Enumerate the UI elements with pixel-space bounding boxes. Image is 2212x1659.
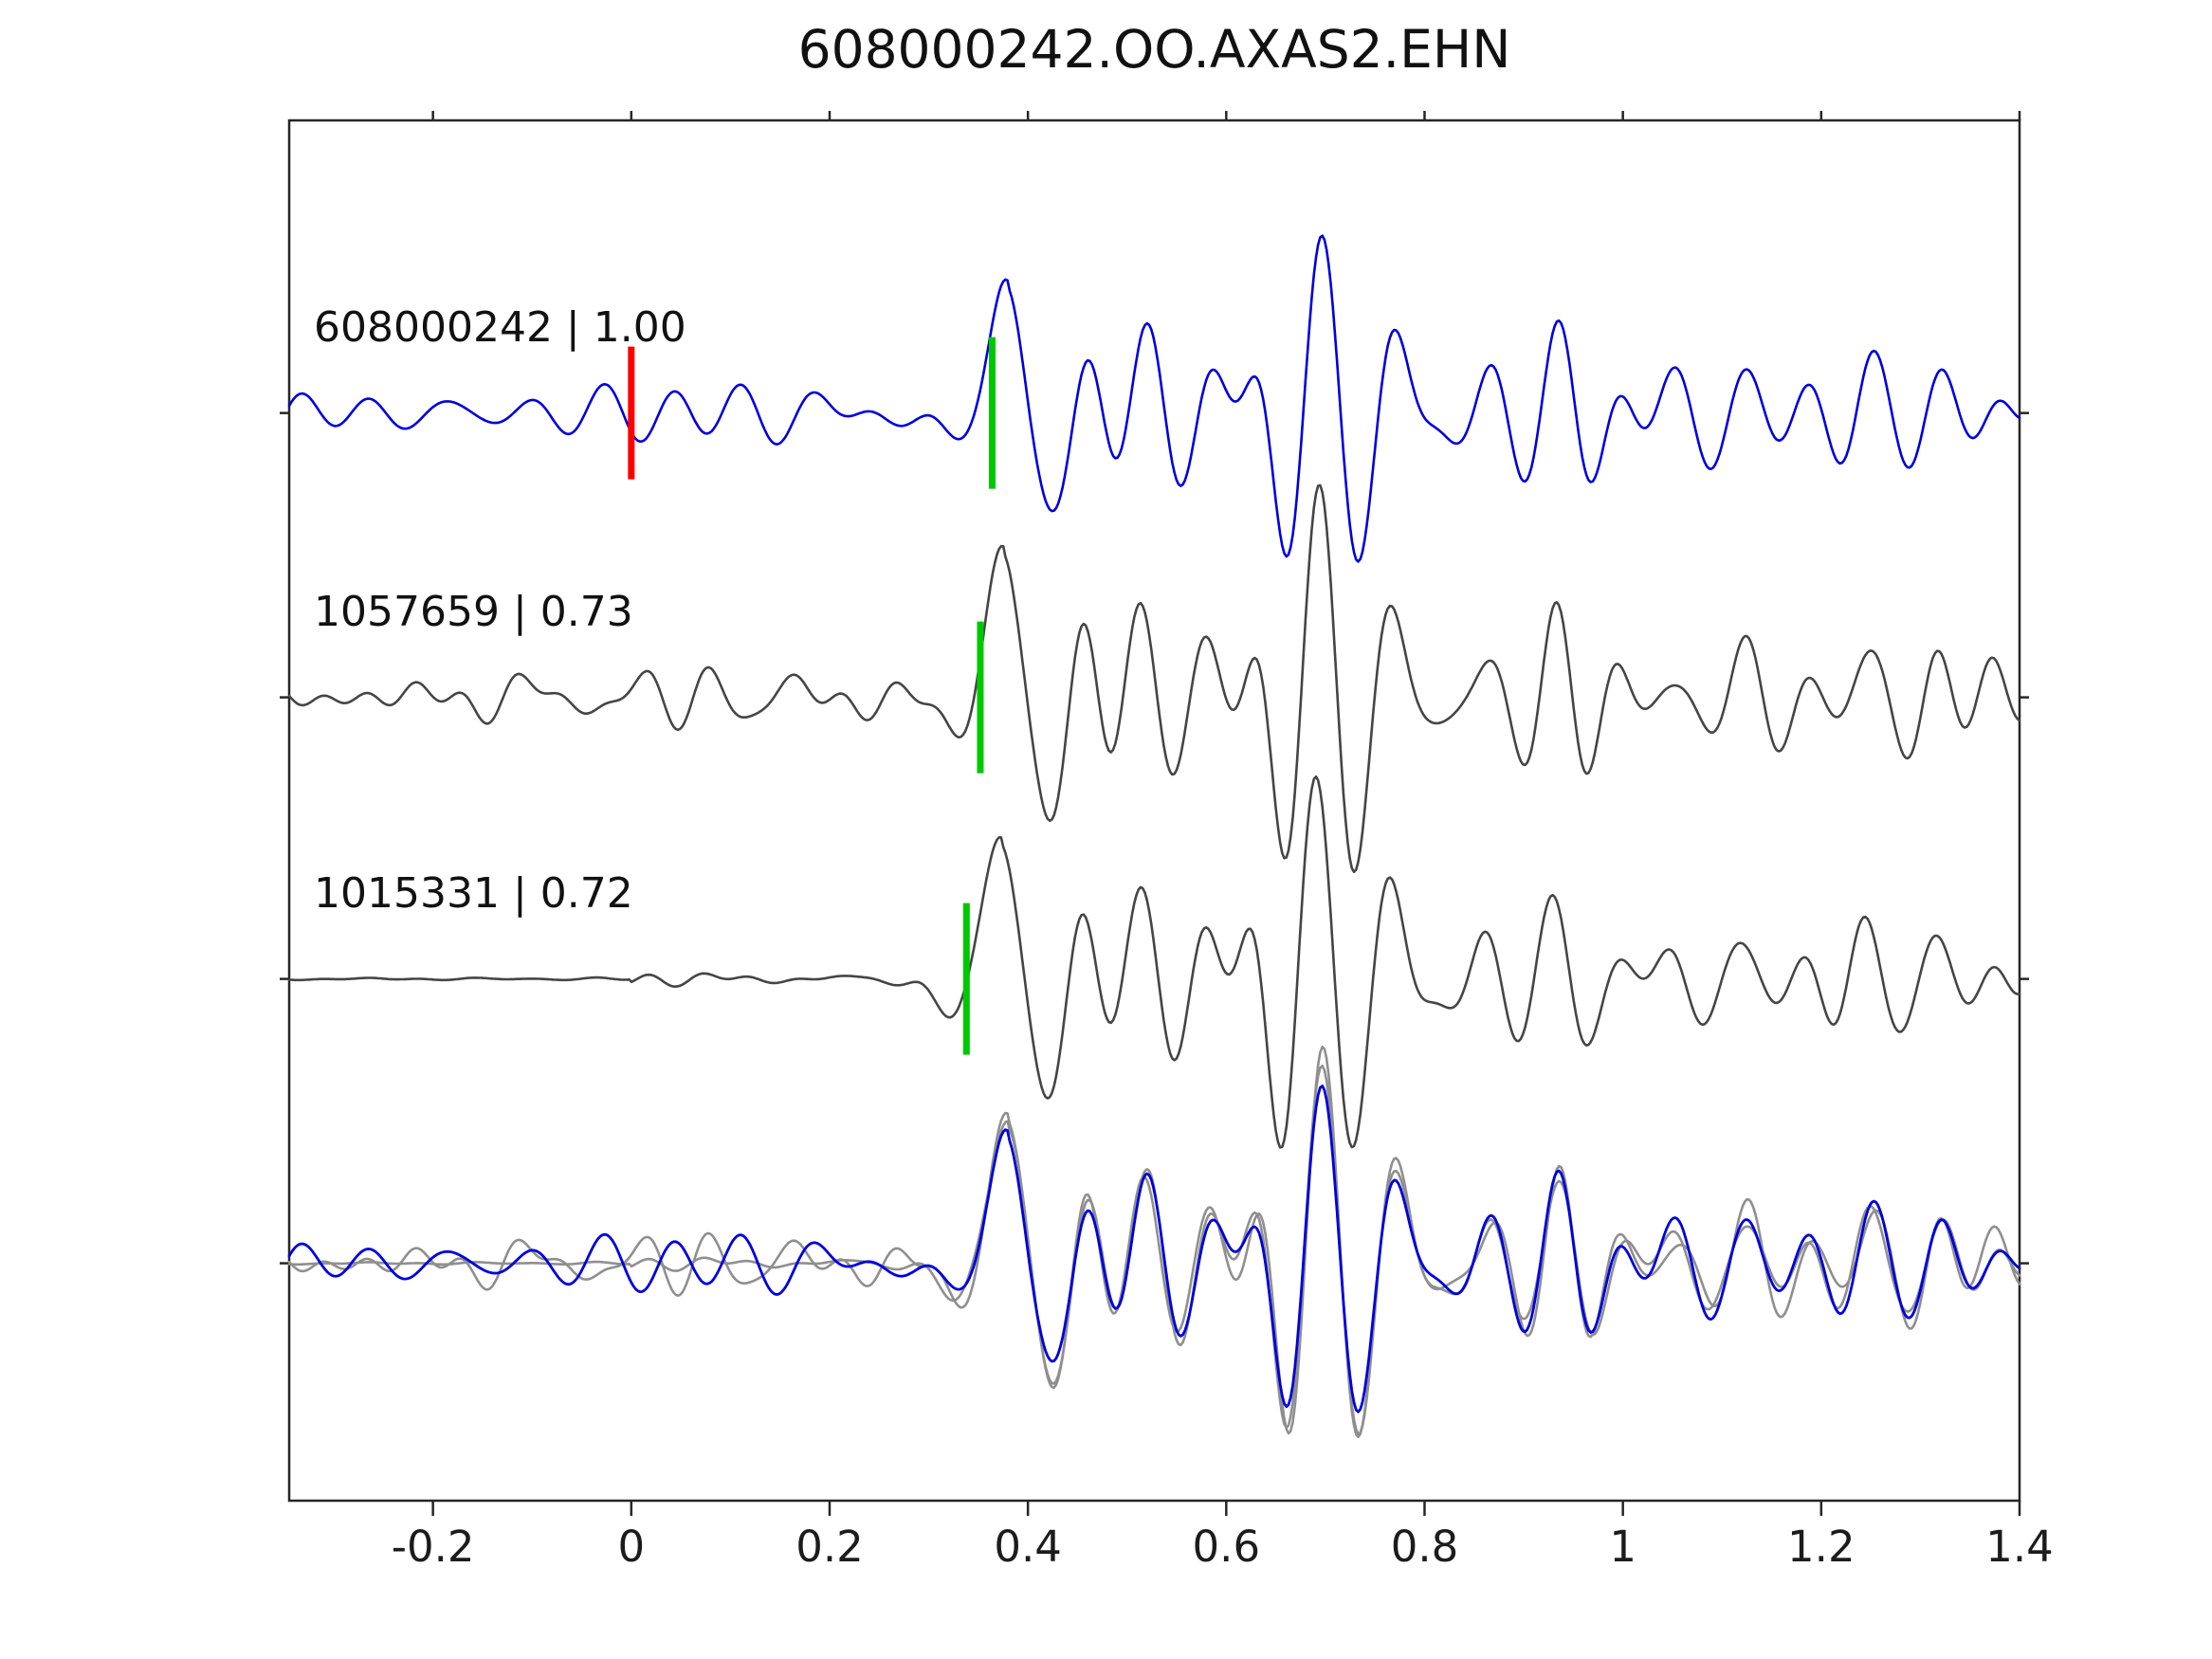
x-tick-label: -0.2: [391, 1522, 475, 1572]
x-tick-label: 0.2: [795, 1522, 864, 1572]
x-tick-label: 1.2: [1787, 1522, 1856, 1572]
x-tick-label: 0.8: [1390, 1522, 1459, 1572]
x-tick-label: 0: [617, 1522, 646, 1572]
x-tick-label: 0.4: [994, 1522, 1062, 1572]
waveform-1057659: [287, 483, 2021, 874]
x-tick-label: 1.4: [1985, 1522, 2054, 1572]
trace-label-608000242: 608000242 | 1.00: [314, 302, 686, 352]
plot-border: [287, 118, 2021, 1503]
waveform-608000242: [287, 234, 2021, 563]
overlay-waveform-608000242: [287, 1085, 2021, 1413]
trace-label-1015331: 1015331 | 0.72: [314, 868, 633, 918]
waveform-1015331: [287, 775, 2021, 1149]
chart-title: 608000242.OO.AXAS2.EHN: [797, 19, 1511, 80]
x-tick-label: 0.6: [1192, 1522, 1261, 1572]
x-tick-label: 1: [1609, 1522, 1636, 1572]
trace-label-1057659: 1057659 | 0.73: [314, 587, 633, 636]
